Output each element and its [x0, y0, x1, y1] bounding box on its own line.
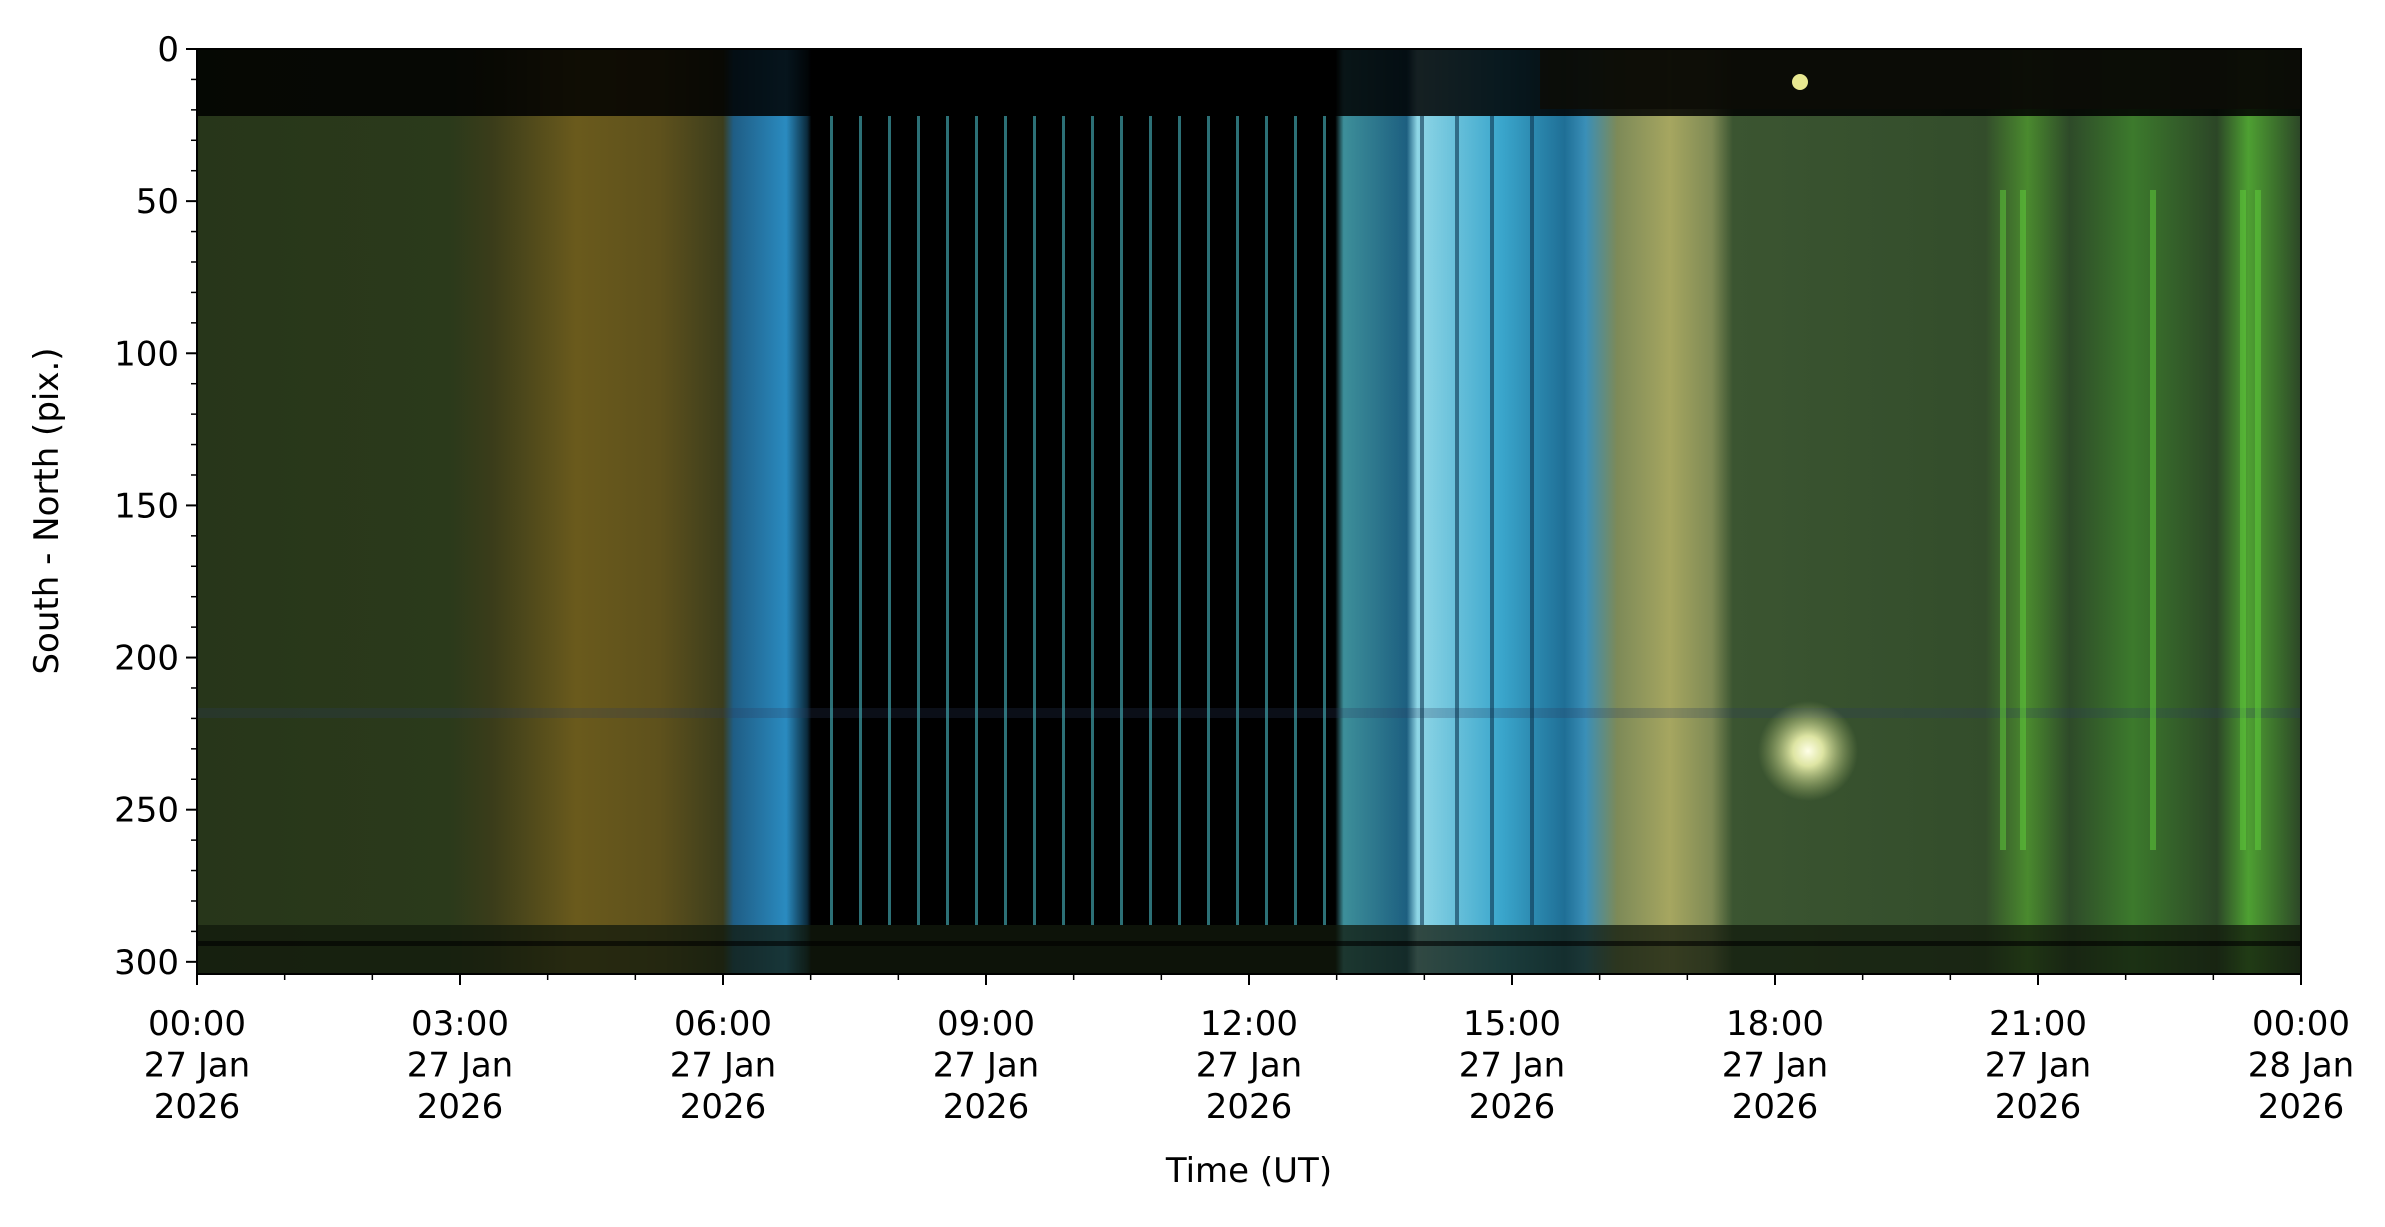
y-tick-label: 0 — [157, 30, 179, 70]
streak — [1062, 116, 1065, 925]
streak — [1120, 116, 1123, 925]
streak — [975, 116, 978, 925]
y-tick-label: 150 — [114, 486, 179, 526]
streak — [1420, 116, 1424, 925]
streak — [1207, 116, 1210, 925]
streak — [1490, 116, 1494, 925]
x-tick-label: 00:00 28 Jan 2026 — [2248, 1004, 2354, 1127]
y-tick-label: 300 — [114, 943, 179, 983]
streak — [2020, 190, 2026, 850]
streak — [888, 116, 891, 925]
streak — [1294, 116, 1297, 925]
streak — [2240, 190, 2246, 850]
y-tick-label: 50 — [136, 182, 179, 222]
streak — [1004, 116, 1007, 925]
y-axis-label: South - North (pix.) — [27, 347, 67, 674]
streak — [1236, 116, 1239, 925]
streak — [917, 116, 920, 925]
x-tick-label: 18:00 27 Jan 2026 — [1722, 1004, 1828, 1127]
streak — [1265, 116, 1268, 925]
streak — [1091, 116, 1094, 925]
y-tick-label: 200 — [114, 639, 179, 679]
x-tick-label: 00:00 27 Jan 2026 — [144, 1004, 250, 1127]
x-axis-label: Time (UT) — [1165, 1151, 1332, 1191]
x-tick-label: 09:00 27 Jan 2026 — [933, 1004, 1039, 1127]
y-tick-label: 100 — [114, 334, 179, 374]
streak — [1149, 116, 1152, 925]
x-tick-label: 12:00 27 Jan 2026 — [1196, 1004, 1302, 1127]
streak — [1323, 116, 1326, 925]
streak — [946, 116, 949, 925]
x-tick-label: 21:00 27 Jan 2026 — [1985, 1004, 2091, 1127]
x-tick-label: 03:00 27 Jan 2026 — [407, 1004, 513, 1127]
streak — [2255, 190, 2261, 850]
streak — [830, 116, 833, 925]
x-tick-label: 06:00 27 Jan 2026 — [670, 1004, 776, 1127]
y-tick-label: 250 — [114, 791, 179, 831]
streak — [2150, 190, 2156, 850]
streak — [1530, 116, 1534, 925]
streak — [1033, 116, 1036, 925]
x-tick-label: 15:00 27 Jan 2026 — [1459, 1004, 1565, 1127]
streak — [1455, 116, 1459, 925]
streak — [1178, 116, 1181, 925]
keogram-image — [197, 49, 2301, 974]
streak — [2000, 190, 2006, 850]
streak — [859, 116, 862, 925]
